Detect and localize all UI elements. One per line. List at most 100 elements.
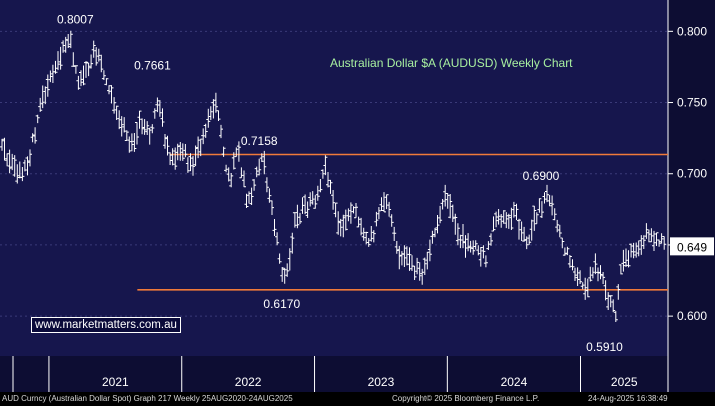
price-bar — [28, 149, 32, 167]
price-bar — [99, 54, 104, 73]
price-bar — [81, 65, 86, 86]
price-bar — [150, 124, 155, 134]
x-tick-label: 2022 — [235, 375, 262, 389]
price-bar — [257, 158, 262, 176]
price-bar — [20, 167, 25, 182]
price-bar — [399, 251, 404, 266]
price-bar — [603, 280, 608, 301]
price-bar — [534, 212, 539, 225]
price-bar — [598, 265, 603, 280]
price-bar — [2, 137, 7, 161]
price-bar — [384, 194, 389, 210]
price-bar — [509, 207, 514, 230]
price-bar — [45, 74, 50, 97]
plot-background — [0, 0, 668, 356]
price-bar — [310, 191, 315, 205]
price-bar — [433, 227, 437, 238]
price-bar — [562, 247, 567, 256]
price-bar — [369, 226, 374, 242]
y-tick-label: 0.750 — [677, 96, 707, 110]
price-bar — [425, 251, 430, 270]
price-bar — [585, 278, 590, 298]
price-bar — [511, 201, 516, 218]
price-bar — [287, 248, 292, 271]
price-bar — [445, 193, 450, 209]
price-bar — [300, 197, 305, 214]
price-bar — [412, 265, 417, 280]
price-bar — [522, 226, 527, 242]
chart-svg: 0.8000.7500.7000.6500.600202120222023202… — [0, 0, 715, 392]
price-bar — [618, 264, 623, 275]
price-bar — [157, 100, 162, 117]
price-bar — [466, 233, 471, 252]
last-price-label: 0.649 — [677, 240, 707, 254]
price-bar — [173, 147, 178, 170]
price-bar — [7, 149, 12, 174]
price-bar — [542, 192, 547, 204]
price-bar — [629, 243, 634, 258]
price-bar — [499, 214, 504, 228]
price-bar — [596, 267, 600, 282]
price-bar — [545, 184, 549, 203]
price-bar — [634, 242, 639, 258]
price-bar — [68, 30, 73, 49]
price-bar — [649, 228, 654, 243]
price-bar — [315, 185, 320, 201]
price-bar — [104, 78, 109, 86]
price-bar — [524, 236, 529, 250]
price-bar — [5, 153, 10, 167]
price-bar — [254, 166, 259, 178]
price-bar — [420, 268, 425, 285]
price-bar — [43, 86, 48, 105]
price-bar — [91, 40, 96, 58]
price-bar — [588, 266, 593, 282]
price-bar — [94, 47, 99, 66]
price-bar — [89, 54, 94, 69]
price-bar — [63, 36, 68, 53]
price-bar — [290, 232, 295, 254]
price-bar — [323, 155, 328, 176]
price-bar — [644, 223, 649, 239]
price-bar — [450, 204, 455, 222]
price-bar — [652, 230, 656, 251]
price-bar — [616, 284, 621, 300]
price-bar — [213, 92, 218, 113]
price-bar — [234, 147, 239, 158]
price-bar — [211, 99, 216, 119]
price-bar — [491, 216, 496, 232]
price-bar — [448, 194, 453, 219]
price-bar — [185, 157, 190, 173]
price-bar — [361, 227, 366, 241]
footer-source: AUD Curncy (Australian Dollar Spot) Grap… — [2, 394, 293, 403]
price-bar — [394, 241, 399, 254]
price-bar — [231, 152, 236, 170]
price-bar — [346, 208, 351, 222]
price-bar — [216, 110, 221, 121]
watermark-link[interactable]: www.marketmatters.com.au — [31, 317, 181, 333]
price-annotation: 0.7661 — [134, 59, 171, 73]
price-bar — [338, 218, 343, 237]
price-bar — [109, 85, 114, 104]
price-bar — [193, 145, 198, 167]
price-bar — [285, 263, 290, 277]
price-bar — [142, 119, 147, 135]
price-bar — [389, 214, 394, 227]
price-bar — [38, 97, 43, 112]
price-bar — [331, 190, 336, 210]
price-bar — [583, 277, 588, 300]
price-bar — [165, 135, 170, 156]
price-bar — [552, 208, 557, 221]
price-bar — [219, 124, 223, 139]
price-bar — [145, 121, 150, 135]
y-tick-label: 0.800 — [677, 24, 707, 38]
price-bar — [107, 85, 111, 95]
x-tick-label: 2021 — [102, 375, 129, 389]
price-bar — [537, 198, 542, 213]
price-bar — [66, 34, 71, 48]
price-bar — [129, 133, 134, 152]
price-bar — [224, 164, 229, 173]
price-bar — [590, 267, 595, 279]
price-bar — [351, 206, 356, 214]
price-bar — [0, 138, 4, 151]
price-bar — [397, 245, 402, 270]
